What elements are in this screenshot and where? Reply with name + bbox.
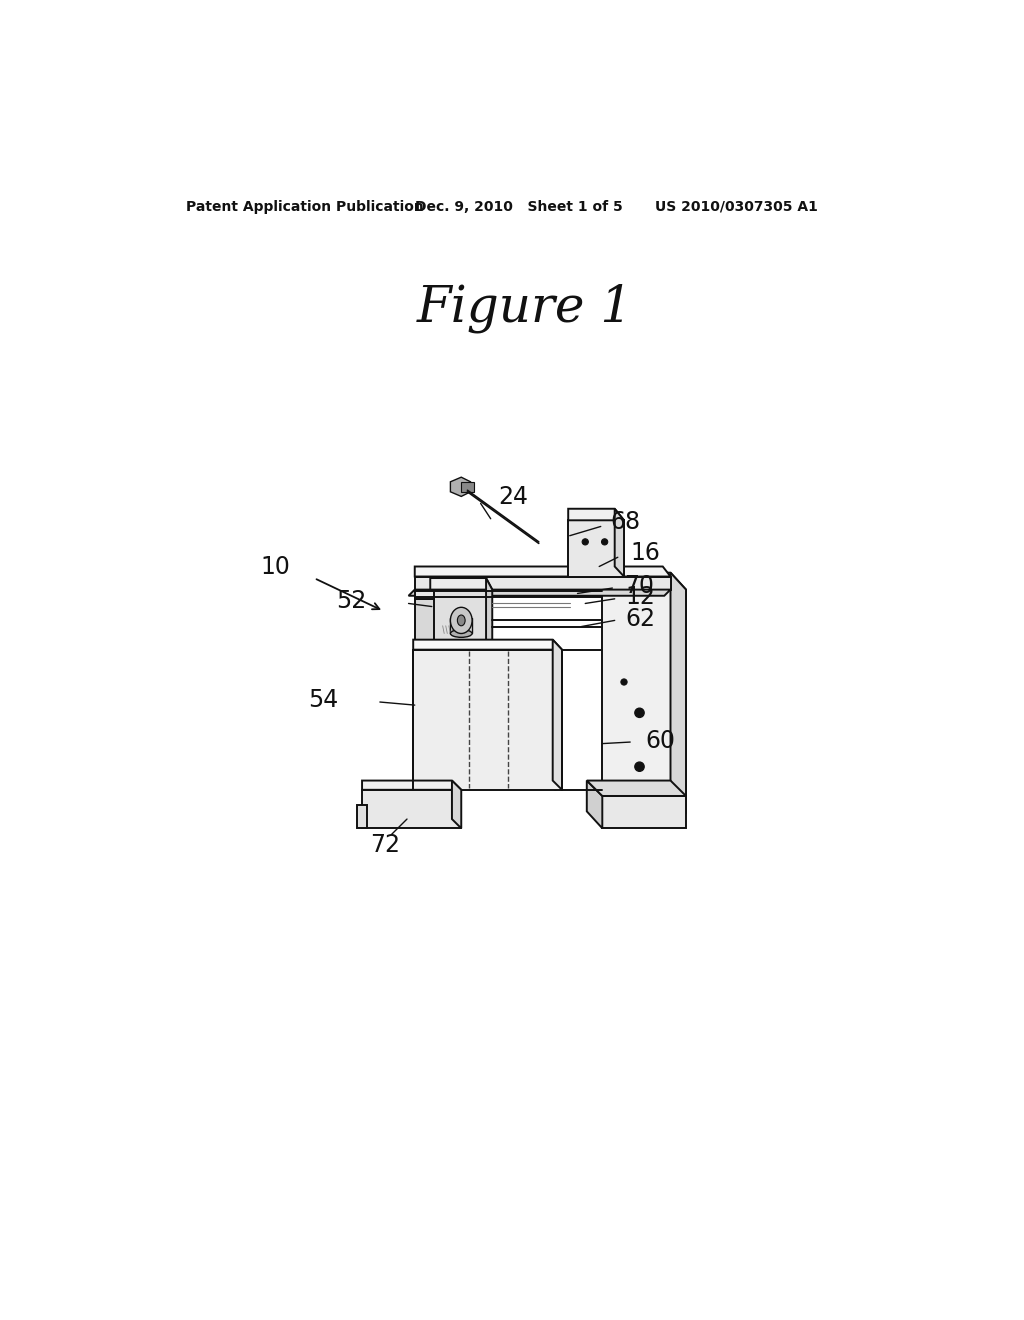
Polygon shape xyxy=(356,805,367,829)
Polygon shape xyxy=(614,508,624,577)
Polygon shape xyxy=(415,577,671,590)
Polygon shape xyxy=(451,478,471,496)
Ellipse shape xyxy=(451,607,472,634)
Polygon shape xyxy=(430,578,493,590)
Polygon shape xyxy=(587,573,686,590)
Circle shape xyxy=(601,539,607,545)
Text: Dec. 9, 2010   Sheet 1 of 5: Dec. 9, 2010 Sheet 1 of 5 xyxy=(415,199,623,214)
Text: 52: 52 xyxy=(337,589,367,614)
Circle shape xyxy=(621,678,627,685)
Polygon shape xyxy=(415,566,671,577)
Text: 54: 54 xyxy=(308,688,339,711)
Polygon shape xyxy=(486,578,493,649)
Polygon shape xyxy=(602,796,686,829)
Text: 24: 24 xyxy=(499,486,528,510)
Polygon shape xyxy=(362,780,461,789)
Text: US 2010/0307305 A1: US 2010/0307305 A1 xyxy=(655,199,818,214)
Ellipse shape xyxy=(458,615,465,626)
Polygon shape xyxy=(415,590,434,599)
Text: 72: 72 xyxy=(371,833,400,857)
Polygon shape xyxy=(414,640,562,649)
Text: 62: 62 xyxy=(626,607,655,631)
Polygon shape xyxy=(587,780,602,829)
Polygon shape xyxy=(587,780,686,796)
Circle shape xyxy=(583,539,589,545)
Text: 10: 10 xyxy=(260,554,290,578)
Polygon shape xyxy=(461,482,474,492)
Polygon shape xyxy=(409,590,671,595)
Text: 12: 12 xyxy=(626,585,655,610)
Polygon shape xyxy=(430,590,493,649)
Polygon shape xyxy=(568,508,624,520)
Polygon shape xyxy=(362,789,461,829)
Circle shape xyxy=(635,762,644,771)
Polygon shape xyxy=(553,640,562,789)
Text: Patent Application Publication: Patent Application Publication xyxy=(186,199,424,214)
Polygon shape xyxy=(414,649,562,789)
Polygon shape xyxy=(602,590,686,813)
Text: 60: 60 xyxy=(646,729,676,752)
Polygon shape xyxy=(671,573,686,813)
Ellipse shape xyxy=(451,630,472,638)
Circle shape xyxy=(635,708,644,718)
Text: 70: 70 xyxy=(624,574,654,598)
Polygon shape xyxy=(415,599,434,640)
Text: 68: 68 xyxy=(611,510,641,533)
Polygon shape xyxy=(568,520,624,577)
Text: 16: 16 xyxy=(630,541,660,565)
Polygon shape xyxy=(452,780,461,829)
Text: Figure 1: Figure 1 xyxy=(417,284,633,334)
